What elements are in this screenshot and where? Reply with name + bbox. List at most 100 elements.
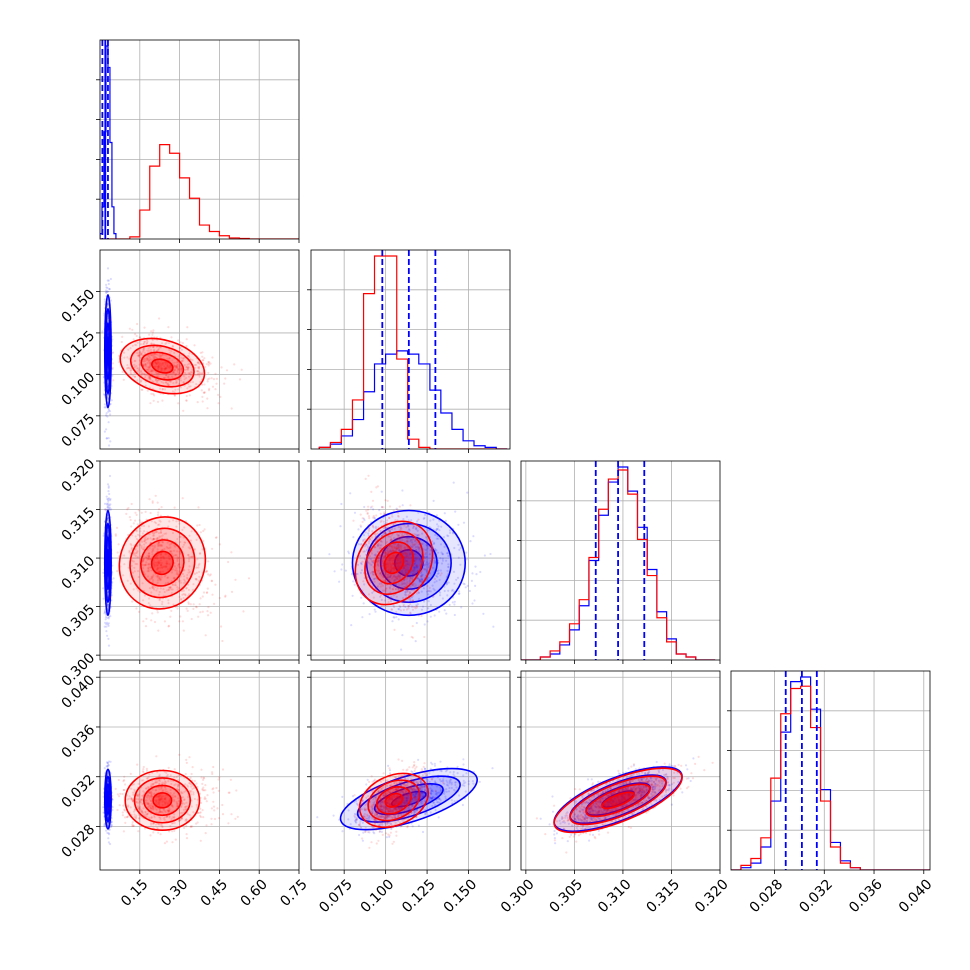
scatter-point (105, 286, 108, 289)
scatter-point (433, 559, 436, 562)
scatter-point (405, 565, 408, 568)
scatter-point (107, 437, 110, 440)
scatter-point (371, 571, 374, 574)
scatter-point (148, 333, 151, 336)
scatter-point (208, 387, 211, 390)
scatter-point (387, 552, 390, 555)
scatter-point (178, 570, 181, 573)
scatter-point (368, 523, 371, 527)
scatter-point (107, 837, 110, 840)
scatter-point (376, 559, 379, 562)
scatter-point (135, 529, 138, 532)
scatter-point (432, 587, 435, 590)
scatter-point (414, 556, 417, 560)
scatter-point (185, 338, 188, 341)
scatter-point (404, 560, 407, 563)
scatter-point (151, 612, 154, 615)
scatter-point (382, 531, 385, 534)
scatter-point (173, 365, 176, 368)
scatter-point (149, 604, 152, 607)
scatter-point (164, 377, 167, 380)
scatter-point (407, 556, 410, 559)
scatter-point (129, 347, 132, 350)
scatter-point (201, 395, 204, 398)
scatter-point (191, 588, 194, 592)
scatter-point (143, 540, 146, 543)
scatter-point (148, 552, 151, 555)
scatter-point (423, 568, 426, 571)
scatter-point (435, 549, 438, 552)
scatter-point (149, 402, 152, 405)
scatter-point (106, 603, 109, 606)
scatter-point (425, 570, 428, 573)
scatter-point (117, 543, 120, 546)
scatter-point (178, 566, 181, 569)
scatter-point (105, 621, 109, 624)
scatter-point (483, 554, 486, 557)
scatter-point (208, 377, 211, 380)
scatter-point (206, 587, 209, 590)
scatter-point (131, 559, 134, 563)
density-level (374, 542, 414, 584)
scatter-point (179, 598, 182, 601)
density-level (151, 359, 173, 373)
scatter-point (396, 567, 399, 570)
scatter-point (356, 539, 359, 543)
scatter-point (428, 590, 431, 593)
scatter-point (397, 545, 400, 549)
scatter-point (148, 362, 152, 365)
scatter-point (154, 585, 157, 589)
scatter-point (150, 330, 153, 333)
scatter-point (396, 511, 399, 514)
scatter-point (413, 543, 416, 547)
scatter-point (151, 584, 154, 588)
scatter-point (383, 511, 386, 514)
scatter-point (417, 597, 421, 601)
scatter-point (436, 575, 439, 578)
scatter-point (153, 544, 156, 547)
scatter-point (412, 589, 415, 592)
scatter-point (144, 538, 147, 542)
scatter-point (158, 561, 161, 564)
scatter-point (412, 600, 415, 603)
scatter-point (420, 575, 423, 579)
scatter-point (156, 575, 160, 578)
scatter-point (146, 575, 150, 578)
scatter-point (416, 556, 419, 560)
scatter-point (128, 549, 131, 553)
scatter-point (392, 556, 395, 559)
scatter-point (166, 363, 169, 367)
scatter-point (168, 550, 172, 553)
scatter-point (157, 523, 160, 527)
scatter-point (393, 555, 397, 558)
scatter-point (225, 369, 229, 372)
contour-line (383, 551, 405, 575)
scatter-point (183, 526, 186, 529)
scatter-point (385, 561, 389, 564)
scatter-point (157, 348, 160, 351)
scatter-point (155, 589, 158, 592)
scatter-point (397, 562, 400, 565)
scatter-point (389, 539, 392, 542)
scatter-point (458, 548, 461, 551)
scatter-point (166, 382, 169, 385)
scatter-point (148, 370, 151, 373)
panel-2-2 (517, 460, 721, 664)
scatter-point (224, 377, 227, 380)
scatter-point (395, 577, 399, 580)
scatter-point (137, 351, 140, 355)
scatter-point (380, 583, 383, 586)
scatter-point (383, 513, 386, 516)
scatter-point (375, 538, 379, 541)
scatter-point (172, 519, 175, 522)
scatter-point (179, 615, 182, 618)
scatter-point (130, 544, 133, 547)
scatter-point (369, 558, 372, 561)
scatter-point (159, 364, 163, 367)
scatter-point (178, 365, 181, 368)
scatter-point (371, 570, 374, 573)
scatter-point (196, 370, 199, 373)
scatter-point (393, 550, 396, 553)
scatter-point (219, 395, 222, 398)
scatter-point (108, 288, 111, 291)
